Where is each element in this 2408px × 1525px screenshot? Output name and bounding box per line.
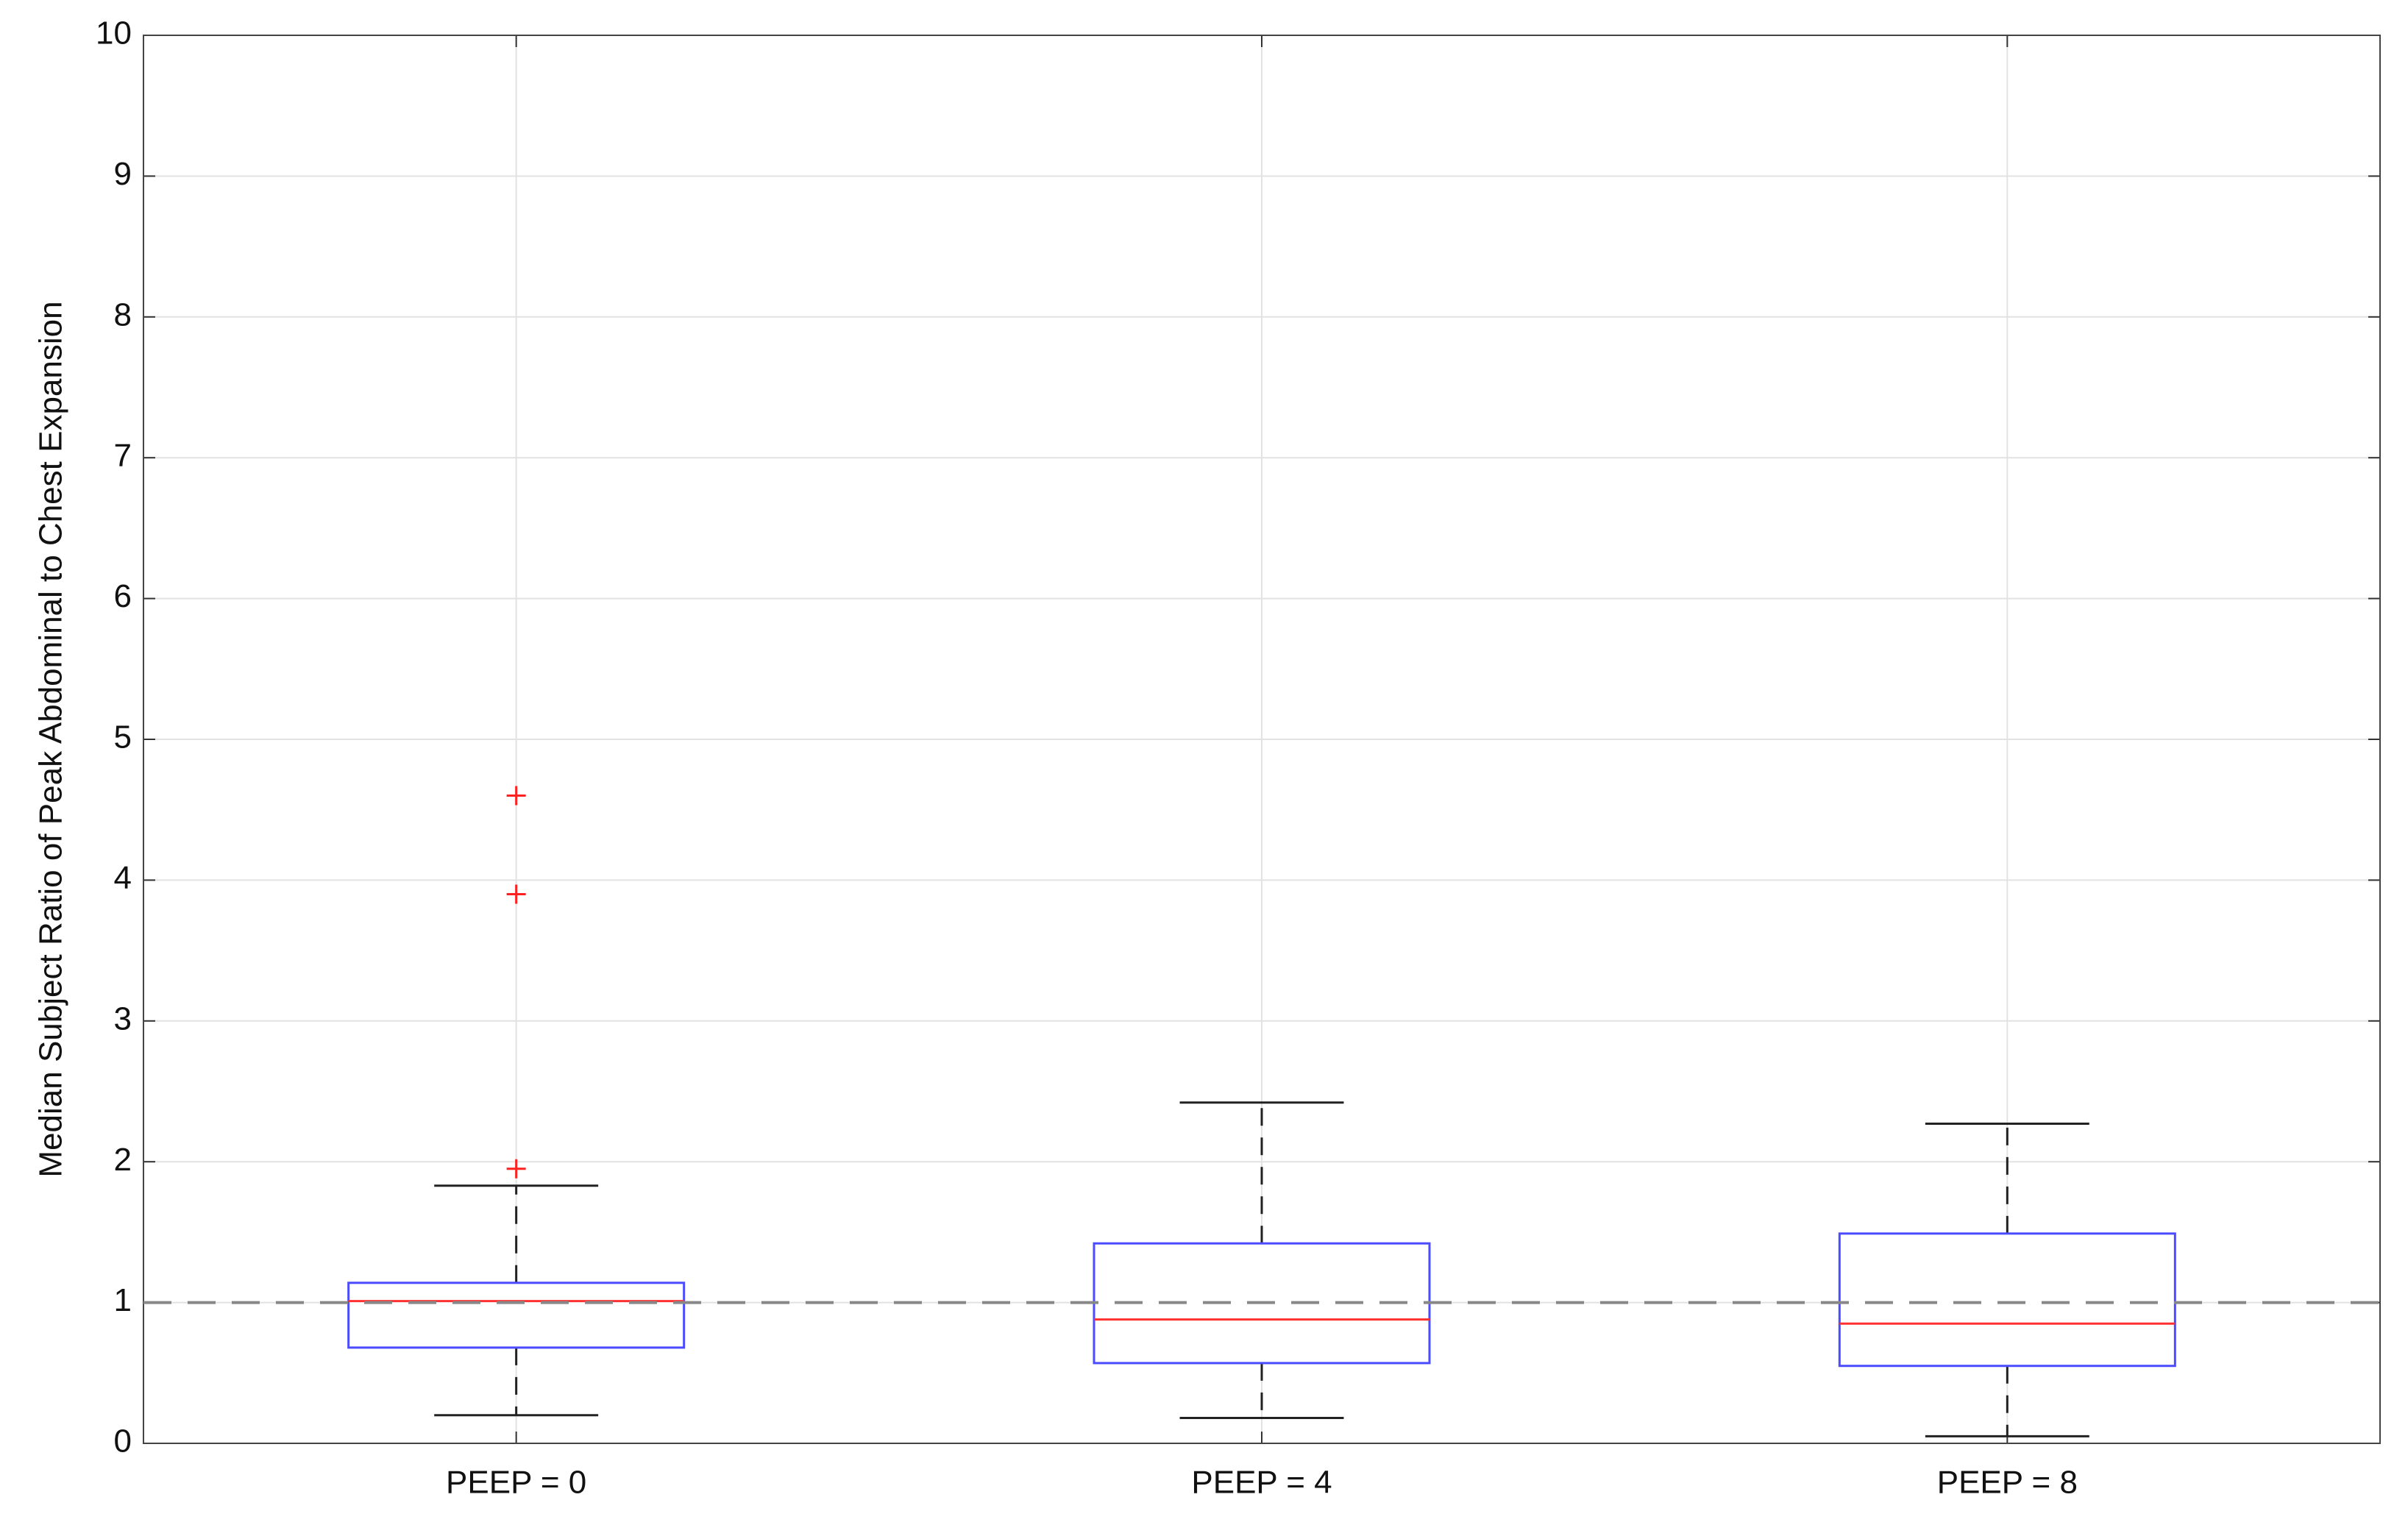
- y-tick-label: 4: [114, 860, 132, 896]
- y-tick-label: 8: [114, 296, 132, 333]
- y-tick-label: 10: [96, 15, 132, 51]
- box: [347, 1282, 686, 1349]
- outlier: [506, 786, 526, 806]
- x-tick-label: PEEP = 4: [1191, 1465, 1332, 1501]
- y-tick-label: 9: [114, 156, 132, 192]
- box: [1838, 1232, 2176, 1368]
- y-tick-label: 6: [114, 578, 132, 614]
- y-tick-label: 7: [114, 438, 132, 474]
- y-tick-label: 3: [114, 1000, 132, 1037]
- outlier: [506, 884, 526, 904]
- y-tick-label: 1: [114, 1282, 132, 1318]
- outlier: [506, 1159, 526, 1179]
- y-tick-label: 5: [114, 719, 132, 756]
- x-tick-label: PEEP = 8: [1937, 1465, 2078, 1501]
- y-tick-label: 2: [114, 1142, 132, 1178]
- plot-frame: [143, 35, 2381, 1444]
- x-tick-label: PEEP = 0: [446, 1465, 586, 1501]
- y-axis-label: Median Subject Ratio of Peak Abdominal t…: [33, 301, 69, 1177]
- y-tick-label: 0: [114, 1423, 132, 1460]
